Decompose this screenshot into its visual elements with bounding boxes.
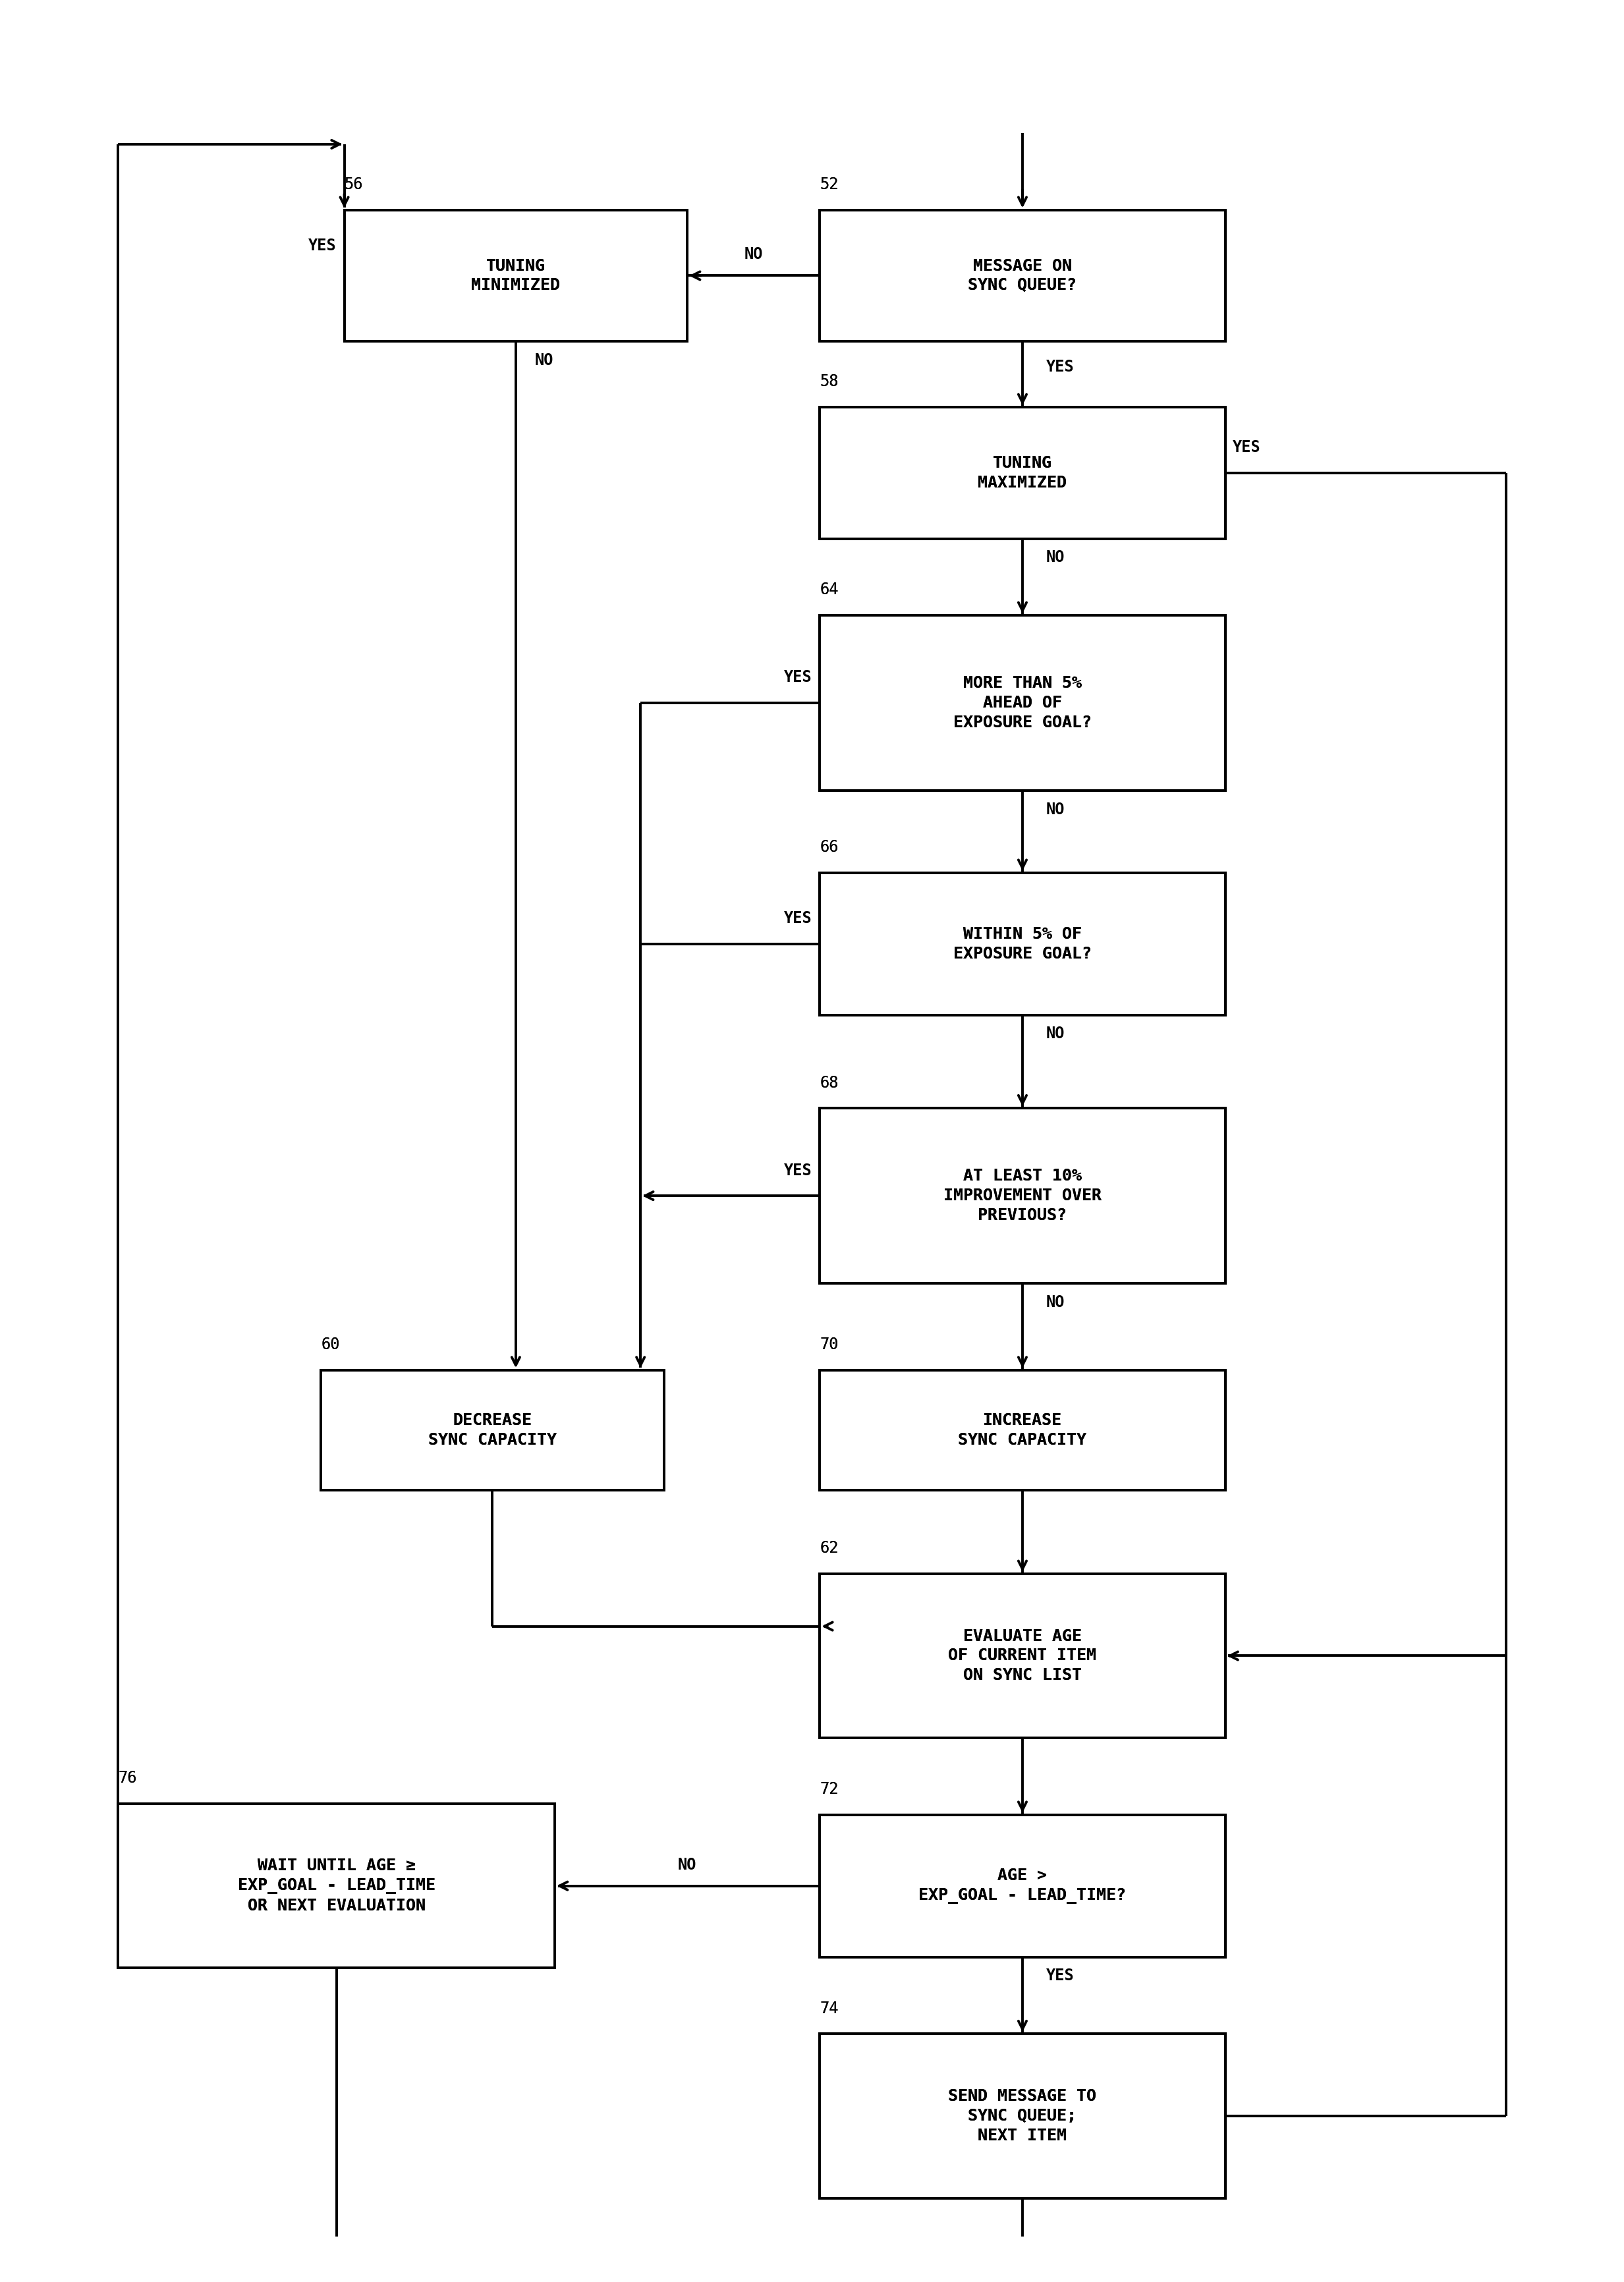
Text: WAIT UNTIL AGE ≥
EXP_GOAL - LEAD_TIME
OR NEXT EVALUATION: WAIT UNTIL AGE ≥ EXP_GOAL - LEAD_TIME OR… bbox=[237, 1858, 435, 1915]
Text: AT LEAST 10%
IMPROVEMENT OVER
PREVIOUS?: AT LEAST 10% IMPROVEMENT OVER PREVIOUS? bbox=[944, 1168, 1101, 1223]
FancyBboxPatch shape bbox=[820, 872, 1224, 1015]
FancyBboxPatch shape bbox=[820, 1814, 1224, 1958]
Text: MORE THAN 5%
AHEAD OF
EXPOSURE GOAL?: MORE THAN 5% AHEAD OF EXPOSURE GOAL? bbox=[953, 675, 1091, 730]
FancyBboxPatch shape bbox=[820, 406, 1224, 539]
Text: 68: 68 bbox=[820, 1075, 838, 1091]
FancyBboxPatch shape bbox=[820, 2033, 1224, 2198]
Text: NO: NO bbox=[534, 351, 554, 367]
Text: TUNING
MAXIMIZED: TUNING MAXIMIZED bbox=[978, 454, 1067, 491]
Text: DECREASE
SYNC CAPACITY: DECREASE SYNC CAPACITY bbox=[429, 1413, 557, 1447]
Text: 56: 56 bbox=[344, 176, 364, 192]
FancyBboxPatch shape bbox=[820, 210, 1224, 342]
FancyBboxPatch shape bbox=[119, 1803, 555, 1967]
Text: TUNING
MAXIMIZED: TUNING MAXIMIZED bbox=[978, 454, 1067, 491]
FancyBboxPatch shape bbox=[344, 210, 687, 342]
Text: AGE >
EXP_GOAL - LEAD_TIME?: AGE > EXP_GOAL - LEAD_TIME? bbox=[919, 1869, 1125, 1903]
FancyBboxPatch shape bbox=[119, 1803, 555, 1967]
FancyBboxPatch shape bbox=[820, 1575, 1224, 1739]
Text: YES: YES bbox=[1233, 440, 1262, 456]
Text: WITHIN 5% OF
EXPOSURE GOAL?: WITHIN 5% OF EXPOSURE GOAL? bbox=[953, 926, 1091, 961]
Text: 58: 58 bbox=[820, 374, 838, 390]
Text: 60: 60 bbox=[322, 1337, 339, 1353]
FancyBboxPatch shape bbox=[820, 1369, 1224, 1490]
Text: YES: YES bbox=[784, 911, 812, 926]
Text: MESSAGE ON
SYNC QUEUE?: MESSAGE ON SYNC QUEUE? bbox=[968, 258, 1077, 294]
Text: 72: 72 bbox=[820, 1782, 838, 1798]
Text: 64: 64 bbox=[820, 582, 838, 598]
Text: 62: 62 bbox=[820, 1540, 838, 1556]
Text: 70: 70 bbox=[820, 1337, 838, 1353]
Text: 52: 52 bbox=[820, 176, 838, 192]
Text: SEND MESSAGE TO
SYNC QUEUE;
NEXT ITEM: SEND MESSAGE TO SYNC QUEUE; NEXT ITEM bbox=[948, 2088, 1096, 2143]
Text: YES: YES bbox=[784, 1162, 812, 1178]
Text: DECREASE
SYNC CAPACITY: DECREASE SYNC CAPACITY bbox=[429, 1413, 557, 1447]
Text: SEND MESSAGE TO
SYNC QUEUE;
NEXT ITEM: SEND MESSAGE TO SYNC QUEUE; NEXT ITEM bbox=[948, 2088, 1096, 2143]
Text: YES: YES bbox=[1046, 1967, 1073, 1983]
Text: 72: 72 bbox=[820, 1782, 838, 1798]
Text: WITHIN 5% OF
EXPOSURE GOAL?: WITHIN 5% OF EXPOSURE GOAL? bbox=[953, 926, 1091, 961]
Text: 74: 74 bbox=[820, 2001, 838, 2017]
Text: 62: 62 bbox=[820, 1540, 838, 1556]
Text: YES: YES bbox=[784, 669, 812, 685]
Text: 66: 66 bbox=[820, 840, 838, 856]
Text: AT LEAST 10%
IMPROVEMENT OVER
PREVIOUS?: AT LEAST 10% IMPROVEMENT OVER PREVIOUS? bbox=[944, 1168, 1101, 1223]
Text: 68: 68 bbox=[820, 1075, 838, 1091]
Text: 56: 56 bbox=[344, 176, 364, 192]
Text: 58: 58 bbox=[820, 374, 838, 390]
Text: 76: 76 bbox=[119, 1771, 136, 1787]
Text: MORE THAN 5%
AHEAD OF
EXPOSURE GOAL?: MORE THAN 5% AHEAD OF EXPOSURE GOAL? bbox=[953, 675, 1091, 730]
FancyBboxPatch shape bbox=[820, 1109, 1224, 1282]
Text: NO: NO bbox=[1046, 1294, 1065, 1310]
FancyBboxPatch shape bbox=[820, 616, 1224, 790]
FancyBboxPatch shape bbox=[820, 1575, 1224, 1739]
Text: NO: NO bbox=[1046, 550, 1065, 566]
Text: NO: NO bbox=[1046, 1027, 1065, 1043]
FancyBboxPatch shape bbox=[820, 1814, 1224, 1958]
FancyBboxPatch shape bbox=[820, 2033, 1224, 2198]
FancyBboxPatch shape bbox=[820, 1109, 1224, 1282]
FancyBboxPatch shape bbox=[820, 406, 1224, 539]
FancyBboxPatch shape bbox=[820, 1369, 1224, 1490]
Text: NO: NO bbox=[744, 246, 763, 262]
Text: NO: NO bbox=[1046, 801, 1065, 817]
Text: 76: 76 bbox=[119, 1771, 136, 1787]
Text: INCREASE
SYNC CAPACITY: INCREASE SYNC CAPACITY bbox=[958, 1413, 1086, 1447]
FancyBboxPatch shape bbox=[322, 1369, 664, 1490]
Text: 70: 70 bbox=[820, 1337, 838, 1353]
Text: AGE >
EXP_GOAL - LEAD_TIME?: AGE > EXP_GOAL - LEAD_TIME? bbox=[919, 1869, 1125, 1903]
Text: 60: 60 bbox=[322, 1337, 339, 1353]
FancyBboxPatch shape bbox=[344, 210, 687, 342]
Text: EVALUATE AGE
OF CURRENT ITEM
ON SYNC LIST: EVALUATE AGE OF CURRENT ITEM ON SYNC LIS… bbox=[948, 1629, 1096, 1684]
Text: NO: NO bbox=[677, 1858, 697, 1874]
Text: YES: YES bbox=[309, 237, 336, 253]
Text: TUNING
MINIMIZED: TUNING MINIMIZED bbox=[471, 258, 560, 294]
Text: 66: 66 bbox=[820, 840, 838, 856]
Text: WAIT UNTIL AGE ≥
EXP_GOAL - LEAD_TIME
OR NEXT EVALUATION: WAIT UNTIL AGE ≥ EXP_GOAL - LEAD_TIME OR… bbox=[237, 1858, 435, 1915]
FancyBboxPatch shape bbox=[820, 872, 1224, 1015]
Text: 74: 74 bbox=[820, 2001, 838, 2017]
FancyBboxPatch shape bbox=[322, 1369, 664, 1490]
FancyBboxPatch shape bbox=[820, 616, 1224, 790]
Text: TUNING
MINIMIZED: TUNING MINIMIZED bbox=[471, 258, 560, 294]
Text: MESSAGE ON
SYNC QUEUE?: MESSAGE ON SYNC QUEUE? bbox=[968, 258, 1077, 294]
Text: YES: YES bbox=[1046, 358, 1073, 374]
Text: 52: 52 bbox=[820, 176, 838, 192]
FancyBboxPatch shape bbox=[820, 210, 1224, 342]
Text: 64: 64 bbox=[820, 582, 838, 598]
Text: INCREASE
SYNC CAPACITY: INCREASE SYNC CAPACITY bbox=[958, 1413, 1086, 1447]
Text: EVALUATE AGE
OF CURRENT ITEM
ON SYNC LIST: EVALUATE AGE OF CURRENT ITEM ON SYNC LIS… bbox=[948, 1629, 1096, 1684]
